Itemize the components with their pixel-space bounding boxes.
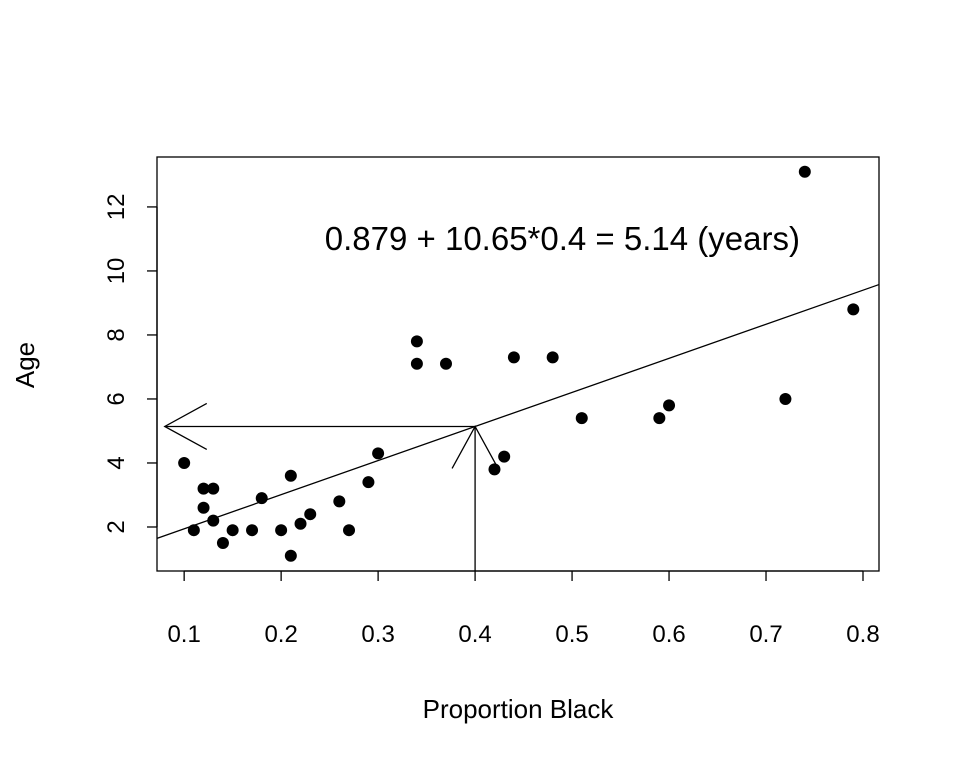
data-point — [197, 482, 210, 495]
y-tick-label: 10 — [103, 258, 130, 285]
x-tick-label: 0.6 — [652, 621, 685, 648]
data-point — [343, 524, 356, 537]
data-point — [187, 524, 200, 537]
data-point — [284, 469, 297, 482]
equation-annotation: 0.879 + 10.65*0.4 = 5.14 (years) — [325, 220, 800, 257]
data-point — [410, 357, 423, 370]
y-axis-label: Age — [10, 342, 40, 388]
y-tick-label: 8 — [103, 328, 130, 341]
data-point — [207, 482, 220, 495]
data-point — [798, 165, 811, 178]
data-point — [507, 351, 520, 364]
data-point — [207, 514, 220, 527]
data-point — [255, 492, 268, 505]
x-tick-label: 0.5 — [555, 621, 588, 648]
x-axis-label: Proportion Black — [423, 694, 615, 724]
data-point — [546, 351, 559, 364]
data-point — [362, 476, 375, 489]
data-point — [498, 450, 511, 463]
x-tick-label: 0.8 — [846, 621, 879, 648]
data-point — [847, 303, 860, 316]
x-tick-label: 0.1 — [167, 621, 200, 648]
x-tick-label: 0.4 — [458, 621, 491, 648]
data-point — [372, 447, 385, 460]
data-point — [197, 501, 210, 514]
data-point — [663, 399, 676, 412]
data-point — [275, 524, 288, 537]
data-point — [439, 357, 452, 370]
data-point — [410, 335, 423, 348]
data-point — [653, 412, 666, 425]
y-tick-label: 4 — [103, 456, 130, 469]
data-point — [575, 412, 588, 425]
y-tick-label: 6 — [103, 392, 130, 405]
x-tick-label: 0.2 — [264, 621, 297, 648]
data-point — [333, 495, 346, 508]
data-point — [284, 549, 297, 562]
horizontal-arrowhead — [163, 402, 208, 451]
data-point — [178, 456, 191, 469]
x-tick-label: 0.7 — [749, 621, 782, 648]
data-point — [294, 517, 307, 530]
data-point — [304, 508, 317, 521]
y-tick-label: 12 — [103, 194, 130, 221]
data-point — [246, 524, 259, 537]
data-point — [216, 536, 229, 549]
data-point — [488, 463, 501, 476]
data-point — [779, 392, 792, 405]
y-tick-label: 2 — [103, 520, 130, 533]
x-tick-label: 0.3 — [361, 621, 394, 648]
data-point — [226, 524, 239, 537]
regression-line — [156, 283, 880, 539]
